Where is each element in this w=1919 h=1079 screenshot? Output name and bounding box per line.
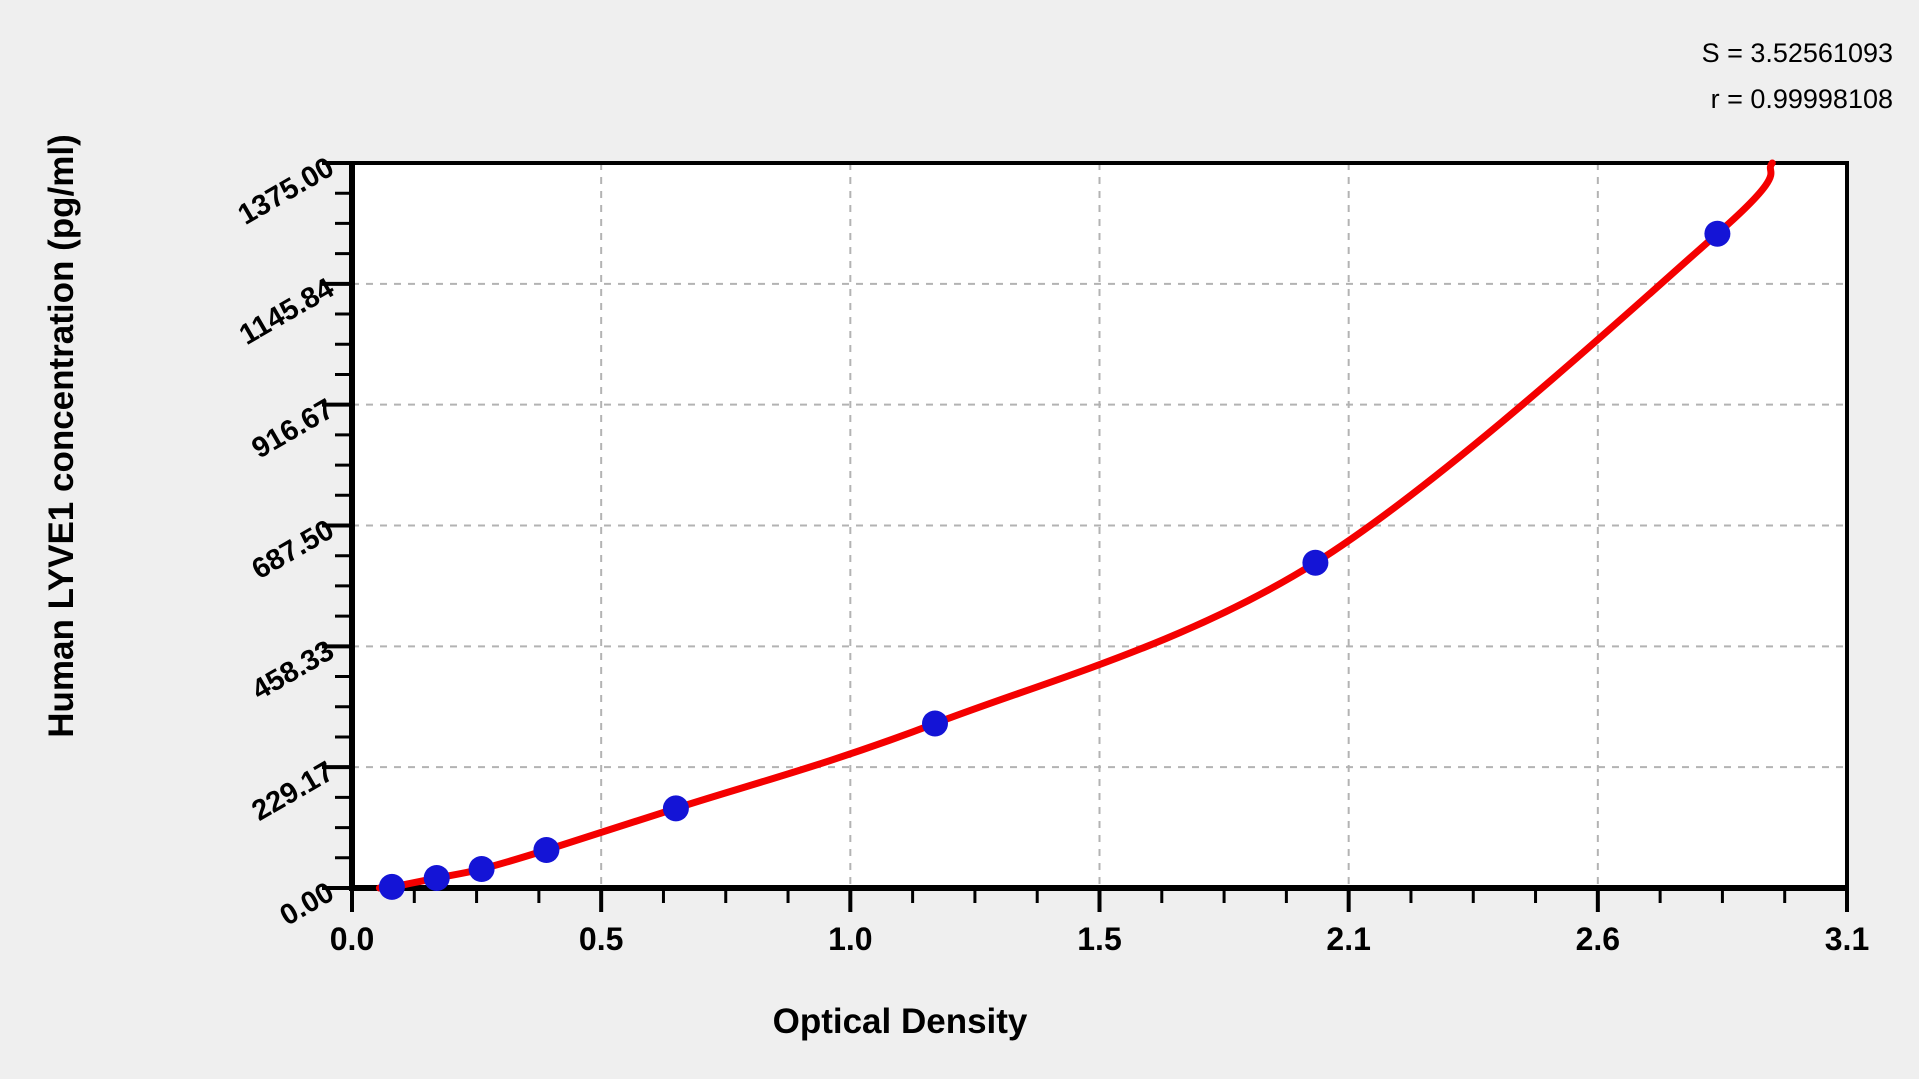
x-tick-label: 2.6 — [1576, 921, 1620, 957]
fit-stat-r: r = 0.99998108 — [1710, 84, 1893, 114]
fit-statistics: S = 3.52561093 r = 0.99998108 — [1702, 30, 1893, 122]
data-point — [468, 856, 495, 882]
y-tick-label: 916.67 — [247, 393, 340, 465]
fit-stat-s: S = 3.52561093 — [1701, 38, 1893, 68]
data-point — [662, 795, 689, 822]
x-tick-label: 0.5 — [579, 921, 623, 957]
x-tick-label: 0.0 — [330, 921, 374, 957]
x-tick-label: 1.5 — [1077, 921, 1121, 957]
x-tick-label: 2.1 — [1326, 921, 1370, 957]
y-tick-label: 458.33 — [247, 635, 340, 707]
y-axis-title: Human LYVE1 concentration (pg/ml) — [42, 134, 81, 738]
x-tick-label: 1.0 — [828, 921, 872, 957]
y-tick-label: 687.50 — [247, 514, 340, 586]
y-tick-label: 1375.00 — [233, 151, 340, 231]
x-tick-label: 3.1 — [1825, 921, 1869, 957]
x-axis-title: Optical Density — [772, 1002, 1028, 1041]
data-point — [378, 873, 405, 900]
data-point — [533, 837, 560, 863]
y-tick-label: 229.17 — [247, 756, 340, 828]
data-point — [1302, 549, 1329, 576]
data-point — [423, 865, 450, 891]
y-tick-label: 1145.84 — [234, 272, 339, 351]
data-point — [1704, 220, 1731, 247]
data-point — [922, 710, 948, 737]
